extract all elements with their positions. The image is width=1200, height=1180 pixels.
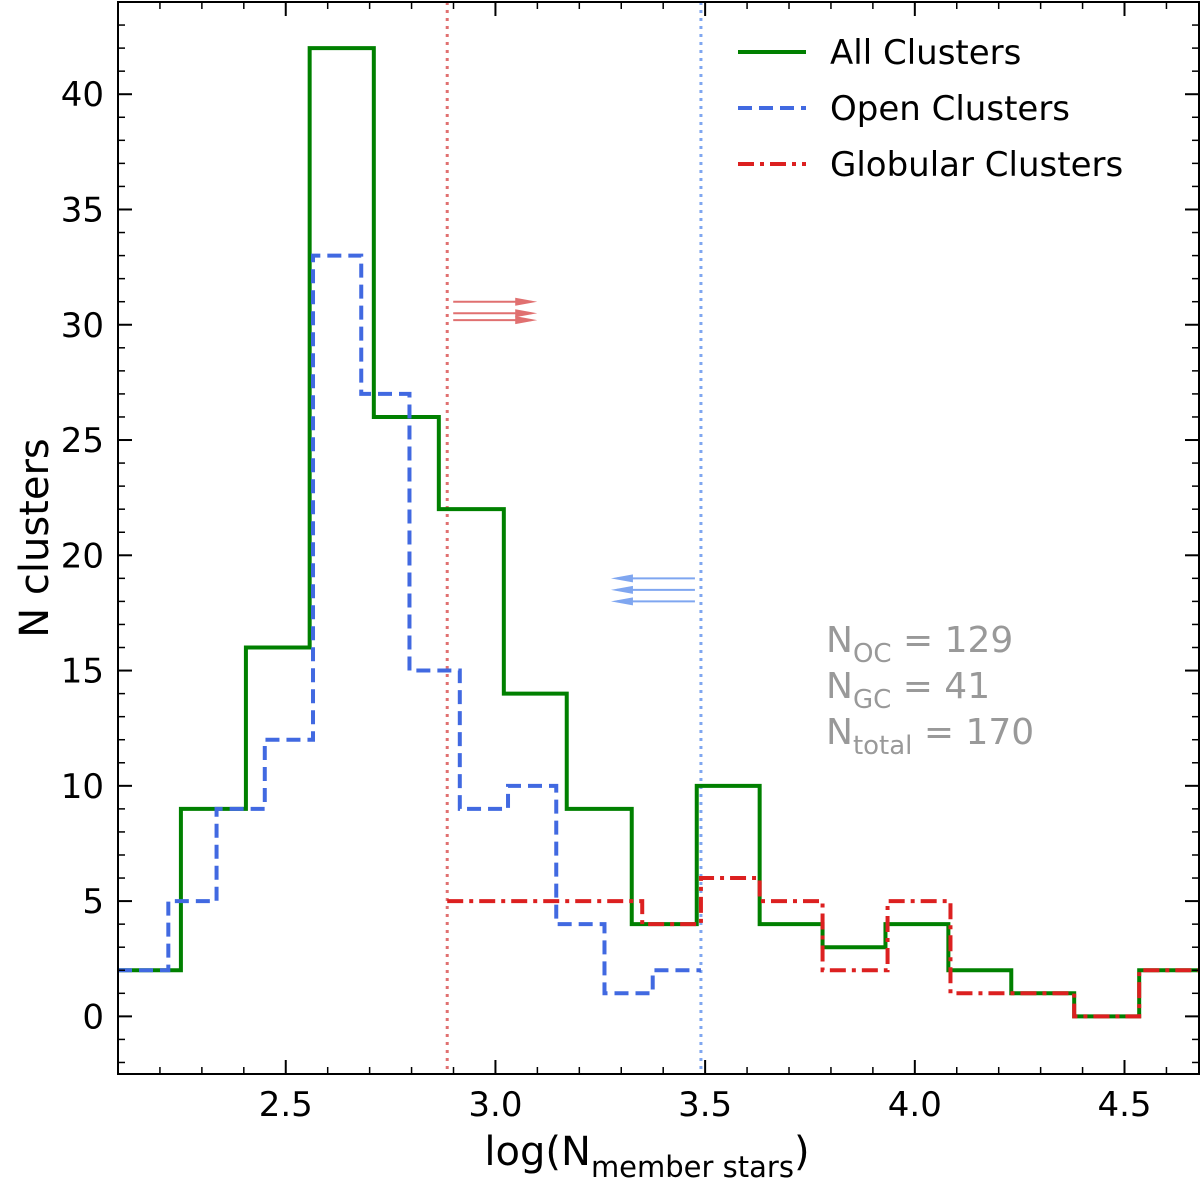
- reference-arrows-0: [453, 297, 538, 325]
- y-tick-label: 5: [82, 882, 104, 922]
- x-tick-label: 4.0: [888, 1085, 942, 1125]
- x-axis-label: log(Nmember stars): [484, 1129, 809, 1180]
- histogram-bin: [1139, 970, 1200, 1016]
- arrow-head: [610, 585, 633, 594]
- histogram-bin: [447, 901, 642, 1016]
- y-tick-label: 0: [82, 997, 104, 1037]
- y-tick-label: 40: [61, 75, 104, 115]
- x-tick-label: 2.5: [259, 1085, 313, 1125]
- histogram-bin: [265, 740, 313, 1017]
- histogram-bin: [760, 901, 823, 1016]
- series-step-line: [447, 876, 1200, 1019]
- histogram-bin: [313, 256, 361, 1017]
- y-axis-label: N clusters: [12, 438, 58, 638]
- arrow-head: [515, 309, 538, 318]
- count-annotation: NOC = 129: [826, 620, 1013, 669]
- x-axis-label-close: ): [794, 1129, 810, 1175]
- y-tick-label: 30: [61, 306, 104, 346]
- series-step-line: [118, 46, 1200, 1019]
- x-tick-label: 4.5: [1097, 1085, 1151, 1125]
- histogram-bin: [823, 970, 888, 1016]
- x-axis-label-sub: member stars: [591, 1150, 794, 1180]
- series-open-clusters: [118, 253, 701, 1017]
- axis-ticks: 2.5 3.0 3.5 4.0 4.5 0 5 10 15 20 25 30 35 40: [61, 2, 1199, 1125]
- histogram-bin: [950, 993, 1074, 1016]
- y-tick-label: 10: [61, 767, 104, 807]
- x-tick-label: 3.5: [678, 1085, 732, 1125]
- y-tick-label: 35: [61, 190, 104, 230]
- series-step-line: [118, 253, 701, 996]
- y-tick-label: 25: [61, 421, 104, 461]
- legend-item: Globular Clusters: [738, 145, 1123, 185]
- histogram-bin: [118, 970, 168, 1016]
- y-tick-label: 15: [61, 652, 104, 692]
- reference-arrows-1: [610, 574, 695, 606]
- x-tick-label: 3.0: [468, 1085, 522, 1125]
- legend-label: Open Clusters: [830, 89, 1070, 129]
- legend-item: All Clusters: [738, 33, 1021, 73]
- histogram-bin: [642, 924, 701, 1016]
- legend-label: All Clusters: [830, 33, 1021, 73]
- arrow-head: [610, 597, 633, 606]
- arrow-head: [515, 297, 538, 306]
- count-annotation: Ntotal = 170: [826, 712, 1034, 761]
- histogram-bin: [888, 901, 951, 1016]
- arrow-head: [610, 574, 633, 583]
- legend: All Clusters Open Clusters Globular Cluste…: [738, 33, 1123, 185]
- histogram-bin: [701, 878, 760, 1016]
- series-globular-clusters: [447, 876, 1200, 1019]
- x-axis-label-main: log(N: [484, 1129, 591, 1175]
- plot-area: [118, 2, 1200, 1074]
- y-tick-label: 20: [61, 536, 104, 576]
- series-all-clusters: [118, 46, 1200, 1019]
- legend-label: Globular Clusters: [830, 145, 1123, 185]
- histogram-bin: [217, 809, 265, 1016]
- histogram-bin: [168, 901, 216, 1016]
- legend-item: Open Clusters: [738, 89, 1070, 129]
- arrow-head: [515, 316, 538, 325]
- count-annotation: NGC = 41: [826, 666, 990, 715]
- plot-frame: [117, 1, 1200, 1075]
- histogram-bin: [361, 394, 409, 1016]
